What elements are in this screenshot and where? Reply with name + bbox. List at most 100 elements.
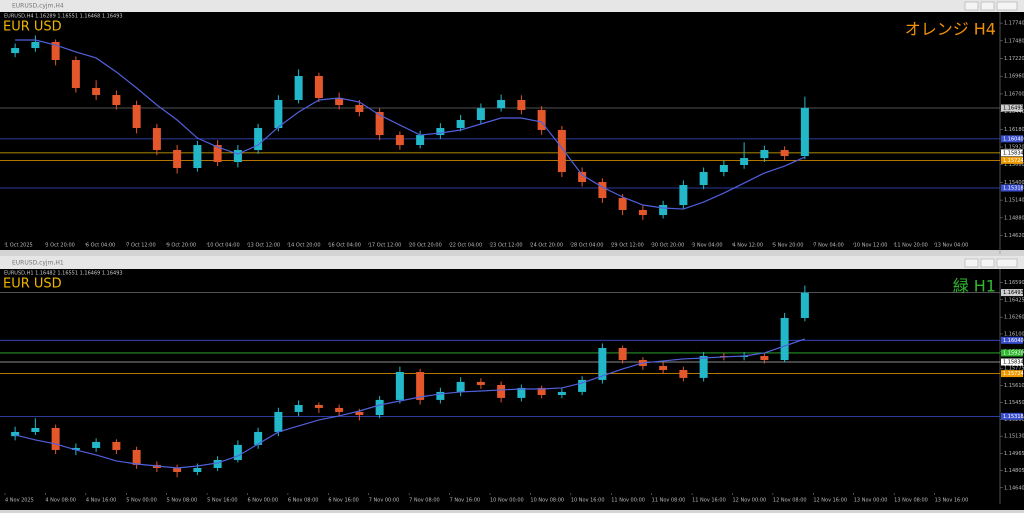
candle-body [92, 441, 101, 448]
x-tick-label: 13 Oct 12:00 [248, 243, 281, 249]
y-tick-label: 1.16100 [1004, 331, 1024, 337]
level-price: 1.15724 [1003, 158, 1024, 164]
minimize-button[interactable] [964, 258, 979, 268]
candle-body [497, 99, 506, 109]
candle-body [173, 467, 182, 472]
x-tick-label: 5 Nov 16:00 [207, 498, 238, 504]
title-bar [0, 256, 1024, 269]
candle-body [557, 130, 566, 173]
candle-body [254, 431, 263, 445]
minimize-button[interactable] [964, 1, 979, 11]
candle-body [456, 119, 465, 129]
level-price-box [1001, 149, 1023, 157]
candle-body [375, 112, 384, 136]
x-tick-label: 1 Oct 2025 [5, 243, 33, 249]
moving-average [14, 338, 806, 469]
symbol-label: EUR USD [3, 20, 62, 35]
close-button[interactable] [996, 258, 1018, 268]
chart-area [0, 12, 1024, 250]
candle-body [659, 366, 668, 371]
y-tick-label: 1.14965 [1004, 451, 1024, 457]
chart-info: EURUSD,H4 1.16289 1.16551 1.16468 1.1649… [4, 14, 123, 20]
level-price: 1.16493 [1003, 290, 1024, 296]
x-tick-label: 10 Nov 00:00 [490, 498, 524, 504]
candle-body [679, 185, 688, 206]
candle-body [638, 210, 647, 216]
x-tick-label: 22 Oct 04:00 [450, 243, 483, 249]
candle-body [598, 348, 607, 380]
level-price: 1.15318 [1003, 414, 1024, 420]
restore-button[interactable] [980, 1, 995, 11]
candle-body [436, 391, 445, 400]
y-tick-label: 1.16260 [1004, 315, 1024, 321]
x-tick-label: 10 Nov 12:00 [854, 243, 888, 249]
level-price: 1.15318 [1003, 186, 1024, 192]
x-tick-label: 6 Nov 00:00 [248, 498, 279, 504]
x-tick-label: 13 Nov 16:00 [935, 498, 969, 504]
restore-button[interactable] [980, 258, 995, 268]
candle-body [355, 105, 364, 113]
candle-body [598, 182, 607, 199]
candle-body [193, 467, 202, 472]
x-tick-label: 6 Oct 04:00 [86, 243, 115, 249]
y-tick-label: 1.17220 [1004, 56, 1024, 62]
x-tick-label: 30 Oct 20:00 [652, 243, 685, 249]
y-tick-label: 1.16425 [1004, 297, 1024, 303]
candle-body [679, 370, 688, 378]
y-tick-label: 1.17740 [1004, 21, 1024, 27]
candle-body [11, 431, 20, 437]
level-price-box [1001, 349, 1023, 357]
candle-body [294, 404, 303, 412]
level-price: 1.15834 [1003, 150, 1024, 156]
y-tick-label: 1.16590 [1004, 280, 1024, 286]
x-tick-label: 3 Nov 04:00 [692, 243, 723, 249]
x-tick-label: 7 Nov 00:00 [369, 498, 400, 504]
candle-body [659, 205, 668, 216]
candle-body [476, 108, 485, 120]
candle-body [456, 381, 465, 392]
candle-body [517, 387, 526, 398]
y-tick-label: 1.16180 [1004, 127, 1024, 133]
x-tick-label: 5 Nov 08:00 [167, 498, 198, 504]
x-tick-label: 13 Nov 00:00 [854, 498, 888, 504]
y-tick-label: 1.16700 [1004, 91, 1024, 97]
candle-body [31, 427, 40, 432]
x-tick-label: 11 Nov 00:00 [611, 498, 645, 504]
x-tick-label: 6 Nov 08:00 [288, 498, 319, 504]
candle-body [618, 348, 627, 361]
candle-body [578, 172, 587, 183]
level-price-box [1001, 370, 1023, 378]
y-tick-label: 1.15140 [1004, 198, 1024, 204]
x-tick-label: 17 Oct 12:00 [369, 243, 402, 249]
candle-body [497, 384, 506, 398]
x-tick-label: 29 Oct 12:00 [611, 243, 644, 249]
y-tick-label: 1.15400 [1004, 180, 1024, 186]
title-bar [0, 0, 1024, 12]
x-tick-label: 28 Oct 04:00 [571, 243, 604, 249]
candle-body [51, 427, 60, 450]
candle-body [132, 449, 141, 465]
x-tick-label: 23 Oct 12:00 [490, 243, 523, 249]
candle-body [800, 292, 809, 318]
level-price-box [1001, 336, 1023, 344]
candle-body [112, 441, 121, 450]
close-button[interactable] [996, 1, 1018, 11]
candle-body [233, 444, 242, 460]
candle-body [51, 41, 60, 61]
y-tick-label: 1.15610 [1004, 383, 1024, 389]
candle-body [71, 447, 80, 450]
x-tick-label: 11 Nov 16:00 [692, 498, 726, 504]
y-tick-label: 1.17480 [1004, 38, 1024, 44]
x-tick-label: 4 Nov 08:00 [45, 498, 76, 504]
x-tick-label: 4 Nov 12:00 [733, 243, 764, 249]
level-price-box [1001, 358, 1023, 366]
x-tick-label: 9 Oct 20:00 [167, 243, 196, 249]
candle-body [780, 150, 789, 157]
y-tick-label: 1.15130 [1004, 434, 1024, 440]
x-tick-label: 10 Nov 16:00 [571, 498, 605, 504]
x-tick-label: 12 Nov 08:00 [773, 498, 807, 504]
y-tick-label: 1.14880 [1004, 215, 1024, 221]
candle-body [537, 109, 546, 130]
x-tick-label: 7 Nov 08:00 [409, 498, 440, 504]
